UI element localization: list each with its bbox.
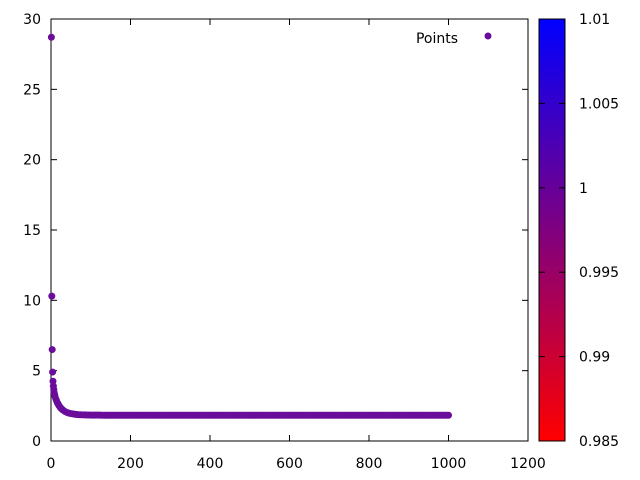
- colorbar-tick-label: 1: [579, 181, 588, 197]
- data-point: [48, 346, 56, 354]
- data-point: [47, 33, 55, 41]
- y-tick-label: 0: [32, 434, 41, 450]
- colorbar-tick-label: 0.985: [579, 434, 619, 450]
- x-tick-label: 400: [197, 456, 224, 472]
- legend-label: Points: [416, 31, 458, 47]
- x-tick-label: 0: [47, 456, 56, 472]
- legend: Points: [416, 31, 492, 47]
- y-tick-label: 20: [23, 153, 41, 169]
- colorbar-tick-label: 1.005: [579, 96, 619, 112]
- data-point: [49, 368, 57, 376]
- colorbar-tick-label: 0.995: [579, 265, 619, 281]
- data-point: [48, 292, 56, 300]
- data-points: [47, 33, 452, 419]
- x-tick-label: 1000: [431, 456, 467, 472]
- y-tick-label: 5: [32, 364, 41, 380]
- colorbar-tick-label: 0.99: [579, 350, 610, 366]
- colorbar-frame: [538, 18, 566, 442]
- x-tick-label: 1200: [510, 456, 546, 472]
- colorbar: 0.985 0.99 0.995 1 1.005 1.01: [538, 12, 619, 450]
- axes: 0 200 400 600 800 1000 1200 0 5 10 15 20 25 30: [23, 12, 546, 472]
- y-tick-label: 15: [23, 223, 41, 239]
- x-tick-label: 600: [276, 456, 303, 472]
- colorbar-gradient: [539, 19, 565, 441]
- y-tick-label: 10: [23, 293, 41, 309]
- x-tick-label: 800: [356, 456, 383, 472]
- x-tick-label: 200: [117, 456, 144, 472]
- legend-marker: [484, 32, 492, 40]
- data-point: [443, 411, 451, 419]
- y-tick-label: 30: [23, 12, 41, 28]
- plot-frame: [50, 18, 529, 442]
- colorbar-tick-label: 1.01: [579, 12, 610, 28]
- y-tick-label: 25: [23, 82, 41, 98]
